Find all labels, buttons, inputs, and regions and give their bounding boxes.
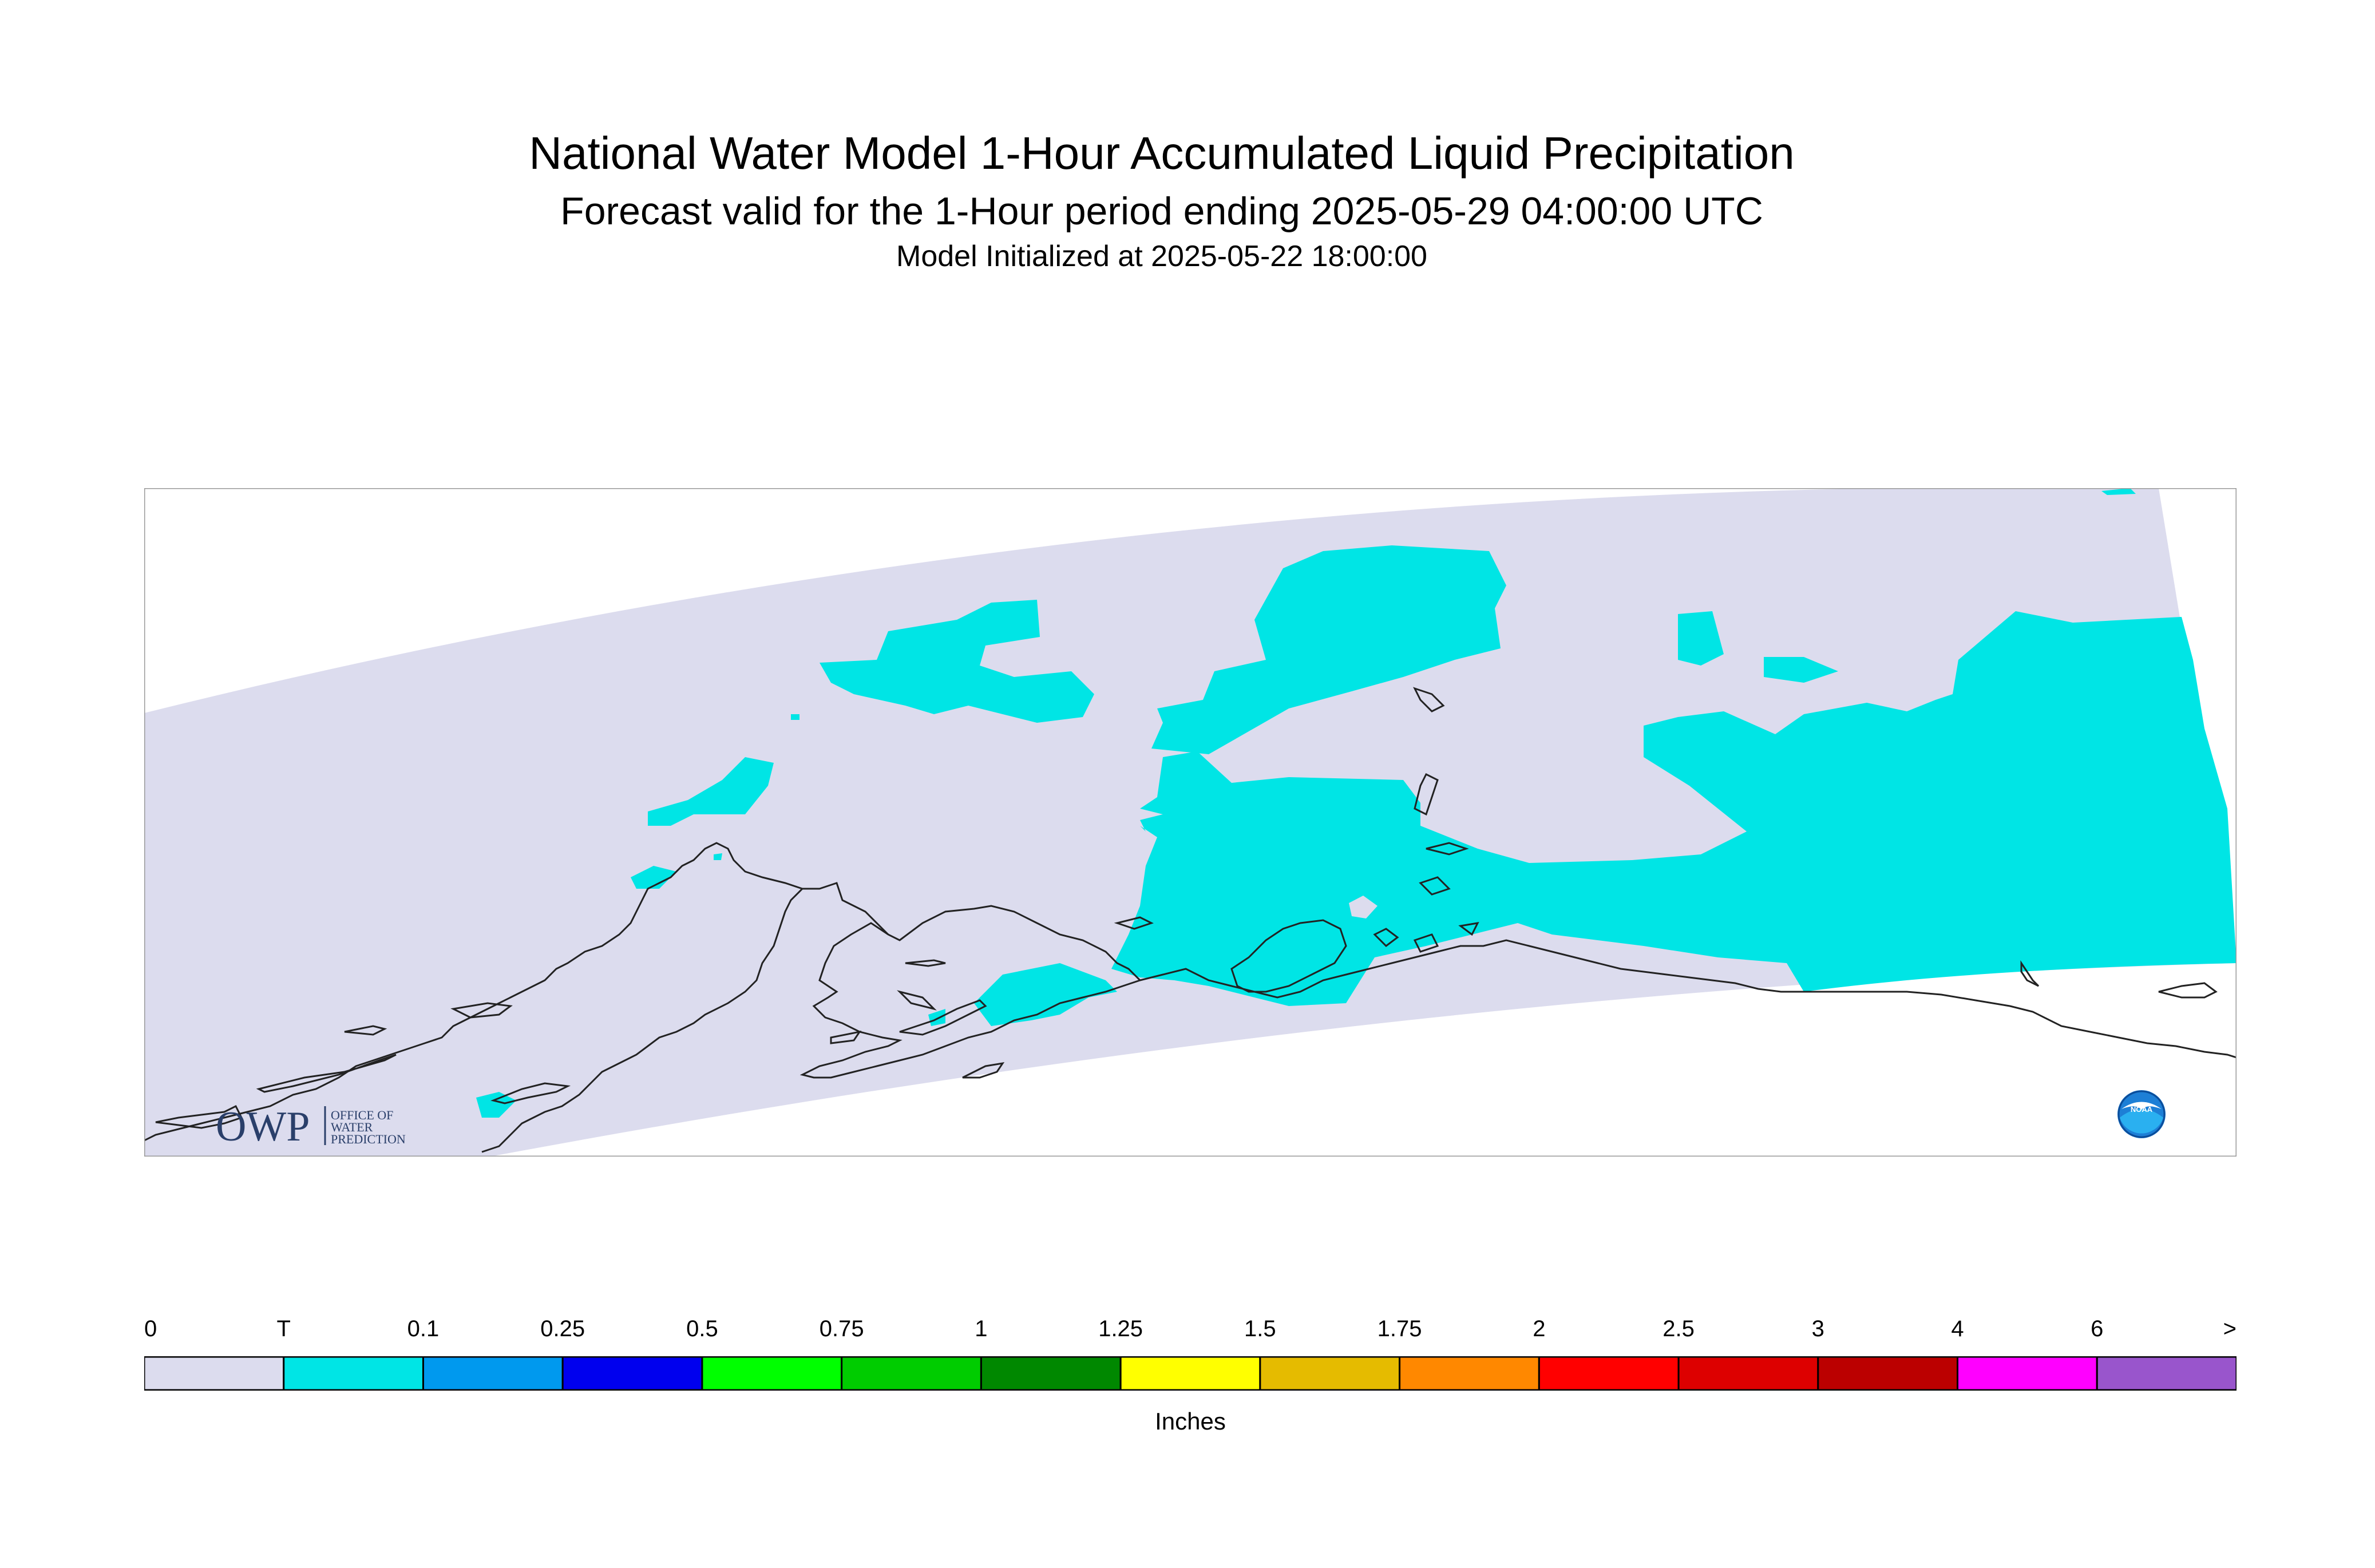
coastline-lake bbox=[905, 959, 946, 967]
coastline-seward bbox=[144, 842, 803, 1142]
precip-area bbox=[1151, 545, 1506, 754]
coastline-island bbox=[1413, 933, 1439, 953]
legend-tick-label: 0 bbox=[144, 1316, 157, 1341]
coastline-island bbox=[2158, 982, 2218, 999]
legend-swatch bbox=[980, 1356, 1122, 1391]
coastline-island bbox=[899, 999, 987, 1036]
coastline-nunivak bbox=[490, 1082, 571, 1104]
coastline-stlawrence bbox=[256, 1054, 397, 1093]
precip-area bbox=[1111, 611, 2237, 1006]
legend-swatch bbox=[1957, 1356, 2098, 1391]
legend-swatch bbox=[1119, 1356, 1261, 1391]
legend-swatch bbox=[1259, 1356, 1401, 1391]
forecast-valid-subtitle: Forecast valid for the 1-Hour period end… bbox=[560, 189, 1763, 233]
precip-area bbox=[974, 963, 1117, 1026]
precip-area bbox=[1349, 896, 1378, 918]
coastline-island bbox=[830, 1030, 862, 1044]
precip-area bbox=[928, 1009, 945, 1026]
coastline-island bbox=[1413, 687, 1445, 712]
legend-tick-label: 2 bbox=[1533, 1316, 1546, 1341]
legend-swatch bbox=[1677, 1356, 1819, 1391]
coastline-aleutian bbox=[155, 1104, 243, 1129]
coastline-island bbox=[450, 1002, 513, 1019]
legend-swatch bbox=[1399, 1356, 1540, 1391]
legend-tick-label: 2.5 bbox=[1662, 1316, 1695, 1341]
coastline-island bbox=[1114, 916, 1154, 930]
precip-area bbox=[714, 853, 722, 860]
legend-tick-label: 1.5 bbox=[1244, 1316, 1276, 1341]
owp-mark: OWP bbox=[216, 1103, 310, 1150]
coastline-kodiak bbox=[1373, 928, 1399, 947]
legend-tick-label: > bbox=[2223, 1316, 2237, 1341]
precip-area bbox=[1764, 657, 1838, 683]
legend-swatch bbox=[561, 1356, 703, 1391]
precip-area bbox=[648, 757, 774, 826]
coastline-island bbox=[1414, 773, 1439, 816]
coastline-island bbox=[2020, 960, 2040, 987]
owp-line2: WATER bbox=[331, 1120, 373, 1134]
legend-swatch bbox=[422, 1356, 564, 1391]
legend-tick-label: 0.5 bbox=[686, 1316, 718, 1341]
legend-swatch bbox=[701, 1356, 843, 1391]
legend-swatch bbox=[144, 1356, 285, 1391]
legend-swatch bbox=[1538, 1356, 1680, 1391]
legend-tick-label: T bbox=[276, 1316, 291, 1341]
coastline-island bbox=[962, 1062, 1005, 1079]
legend-tick-label: 0.1 bbox=[407, 1316, 440, 1341]
legend-tick-label: 1.75 bbox=[1377, 1316, 1422, 1341]
coastline-island bbox=[1419, 876, 1451, 896]
legend-labels: 0 T 0.1 0.25 0.5 0.75 1 1.25 1.5 1.75 2 2.5 3 4 6 > bbox=[144, 1316, 2237, 1351]
precip-area bbox=[1678, 611, 1724, 666]
coastline-island bbox=[1458, 922, 1479, 936]
precipitation-map: OWP OFFICE OF WATER PREDICTION NOAA bbox=[144, 488, 2237, 1157]
legend-swatch bbox=[1817, 1356, 1959, 1391]
coastline-west bbox=[481, 882, 889, 1153]
owp-line1: OFFICE OF bbox=[331, 1108, 393, 1122]
coastline-lake bbox=[897, 990, 937, 1011]
legend-tick-label: 4 bbox=[1951, 1316, 1964, 1341]
legend-tick-label: 0.75 bbox=[819, 1316, 864, 1341]
legend-tick-label: 1.25 bbox=[1098, 1316, 1143, 1341]
precip-area bbox=[476, 1092, 516, 1118]
precip-area bbox=[2101, 488, 2136, 495]
noaa-logo-icon: NOAA bbox=[2117, 1090, 2166, 1138]
precip-area bbox=[631, 866, 676, 889]
legend-unit-label: Inches bbox=[1155, 1408, 1226, 1435]
coastline-inlet bbox=[1230, 919, 1347, 993]
legend-tick-label: 3 bbox=[1811, 1316, 1824, 1341]
noaa-text: NOAA bbox=[2131, 1105, 2153, 1114]
model-init-line: Model Initialized at 2025-05-22 18:00:00 bbox=[896, 240, 1427, 273]
legend-colorbar bbox=[144, 1356, 2237, 1391]
legend-swatch bbox=[283, 1356, 424, 1391]
legend-tick-label: 0.25 bbox=[540, 1316, 585, 1341]
precip-area bbox=[1792, 760, 1821, 774]
precip-area bbox=[820, 600, 1094, 723]
coastlines bbox=[144, 687, 2237, 1153]
owp-line3: PREDICTION bbox=[331, 1132, 406, 1146]
owp-logo: OWP OFFICE OF WATER PREDICTION bbox=[216, 1103, 406, 1150]
coastline-island bbox=[1426, 842, 1469, 856]
legend-tick-label: 6 bbox=[2091, 1316, 2104, 1341]
precip-area bbox=[791, 714, 799, 720]
coastline-island bbox=[344, 1025, 387, 1036]
legend-swatch bbox=[841, 1356, 982, 1391]
coastline-south bbox=[1139, 939, 2237, 1059]
precipitation-areas bbox=[476, 488, 2237, 1118]
legend-swatch bbox=[2096, 1356, 2237, 1391]
legend-tick-label: 1 bbox=[975, 1316, 988, 1341]
coastline-mainland bbox=[799, 905, 1142, 1079]
page-title: National Water Model 1-Hour Accumulated … bbox=[529, 128, 1795, 179]
